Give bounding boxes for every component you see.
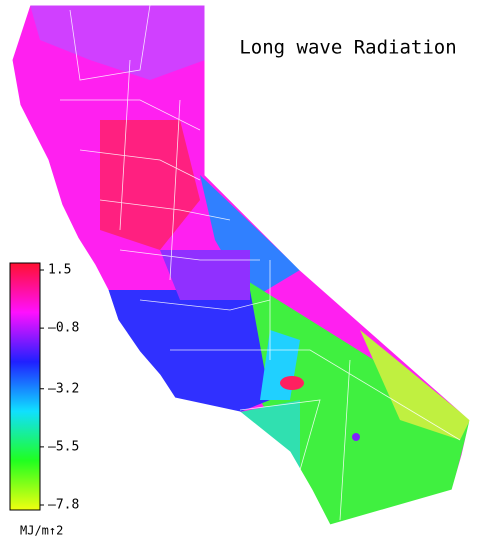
tick-label: –0.8 [48,321,79,336]
tick-label: 1.5 [48,263,71,278]
colorbar [9,262,41,511]
tick-label: –7.8 [48,498,79,513]
map-title: Long wave Radiation [239,37,456,59]
colorbar-unit: MJ/m↑2 [20,524,63,538]
tick-label: –5.5 [48,439,79,454]
colorbar-ticks: 1.5 –0.8 –3.2 –5.5 –7.8 [40,263,79,513]
tick-label: –3.2 [48,381,79,396]
